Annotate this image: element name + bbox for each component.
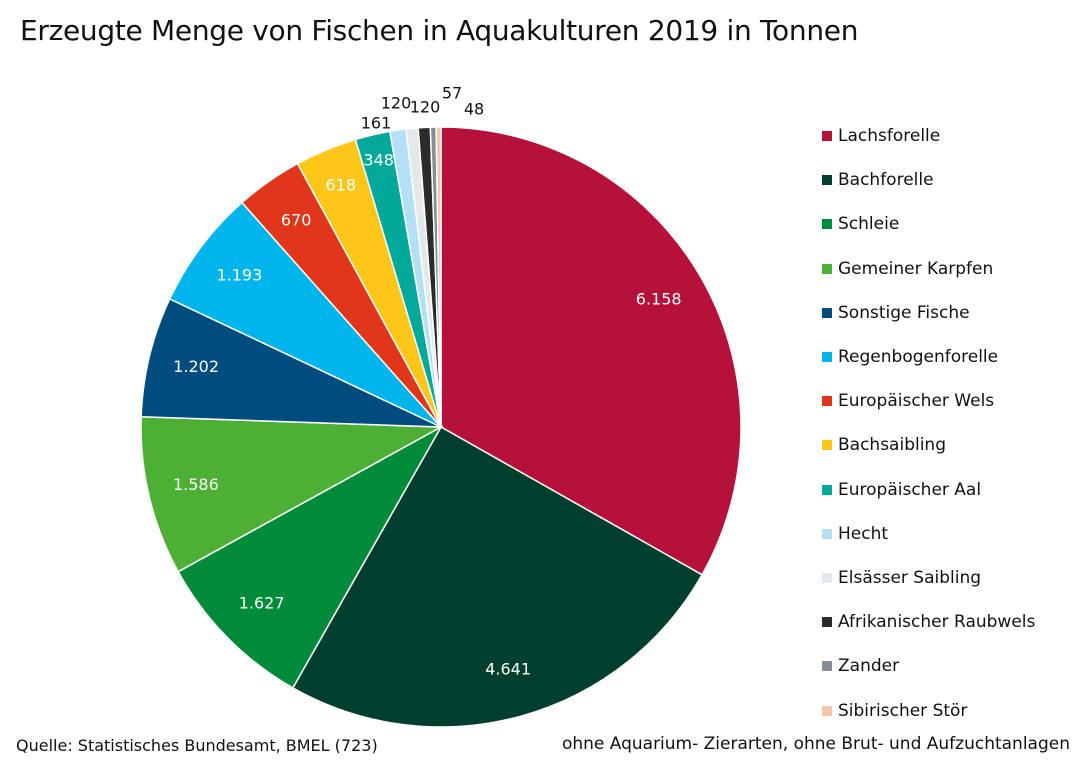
slice-value-label: 1.586 [173,475,219,494]
source-note: Quelle: Statistisches Bundesamt, BMEL (7… [16,736,378,755]
legend-item: Regenbogenforelle [822,335,1035,379]
legend-swatch [822,617,832,628]
pie-slice-lachsforelle [440,126,742,576]
legend: Lachsforelle Bachforelle Schleie Gemeiner K… [822,114,1035,733]
slice-value-label: 1.627 [239,594,285,613]
pie-slice-regenbogenforelle [168,201,442,428]
pie-slice-sibirischer-stör [435,126,442,428]
legend-swatch [822,131,832,142]
pie-slices [140,126,742,728]
legend-swatch [822,352,832,363]
chart-title: Erzeugte Menge von Fischen in Aquakultur… [20,14,859,47]
legend-label: Hecht [838,523,889,544]
legend-label: Zander [838,656,900,677]
legend-item: Zander [822,644,1035,688]
legend-swatch [822,572,832,583]
legend-item: Gemeiner Karpfen [822,247,1035,291]
legend-label: Gemeiner Karpfen [838,258,994,279]
legend-swatch [822,307,832,318]
slice-value-label: 120 [381,94,412,113]
legend-swatch [822,661,832,672]
legend-label: Bachforelle [838,170,934,191]
legend-swatch [822,528,832,539]
pie-labels: 6.158 4.641 1.627 1.586 1.202 1.193 670 618 348 1… [173,84,682,679]
legend-item: Europäischer Aal [822,468,1035,512]
legend-swatch [822,396,832,407]
legend-item: Elsässer Saibling [822,556,1035,600]
pie-slice-sonstige-fische [140,297,442,428]
footnote: ohne Aquarium- Zierarten, ohne Brut- und… [561,734,1070,754]
legend-item: Afrikanischer Raubwels [822,600,1035,644]
legend-item: Bachforelle [822,158,1035,202]
legend-label: Afrikanischer Raubwels [838,612,1036,633]
slice-value-label: 618 [326,176,357,195]
slice-value-label: 6.158 [636,290,682,309]
legend-label: Elsässer Saibling [838,567,982,588]
legend-label: Regenbogenforelle [838,347,999,368]
legend-item: Schleie [822,202,1035,246]
legend-label: Sonstige Fische [838,302,970,323]
legend-swatch [822,263,832,274]
legend-swatch [822,219,832,230]
pie-slice-schleie [177,425,443,689]
legend-item: Hecht [822,512,1035,556]
pie-slice-bachforelle [291,425,704,728]
slice-value-label: 120 [410,98,441,117]
legend-item: Lachsforelle [822,114,1035,158]
legend-swatch [822,175,832,186]
legend-label: Europäischer Aal [838,479,982,500]
legend-label: Sibirischer Stör [838,700,968,721]
legend-item: Europäischer Wels [822,379,1035,423]
slice-value-label: 1.193 [216,265,262,284]
slice-value-label: 57 [442,84,462,103]
slice-value-label: 670 [281,210,312,229]
legend-label: Europäischer Wels [838,391,995,412]
legend-item: Sibirischer Stör [822,688,1035,732]
slice-value-label: 161 [361,114,392,133]
pie-slice-gemeiner-karpfen [140,416,444,573]
legend-item: Bachsaibling [822,423,1035,467]
legend-label: Schleie [838,214,900,235]
slice-value-label: 48 [464,100,484,119]
slice-value-label: 1.202 [173,357,219,376]
legend-swatch [822,484,832,495]
legend-swatch [822,705,832,716]
legend-swatch [822,440,832,451]
legend-label: Bachsaibling [838,435,947,456]
slice-value-label: 348 [363,151,394,170]
legend-item: Sonstige Fische [822,291,1035,335]
legend-label: Lachsforelle [838,126,941,147]
slice-value-label: 4.641 [485,659,531,678]
